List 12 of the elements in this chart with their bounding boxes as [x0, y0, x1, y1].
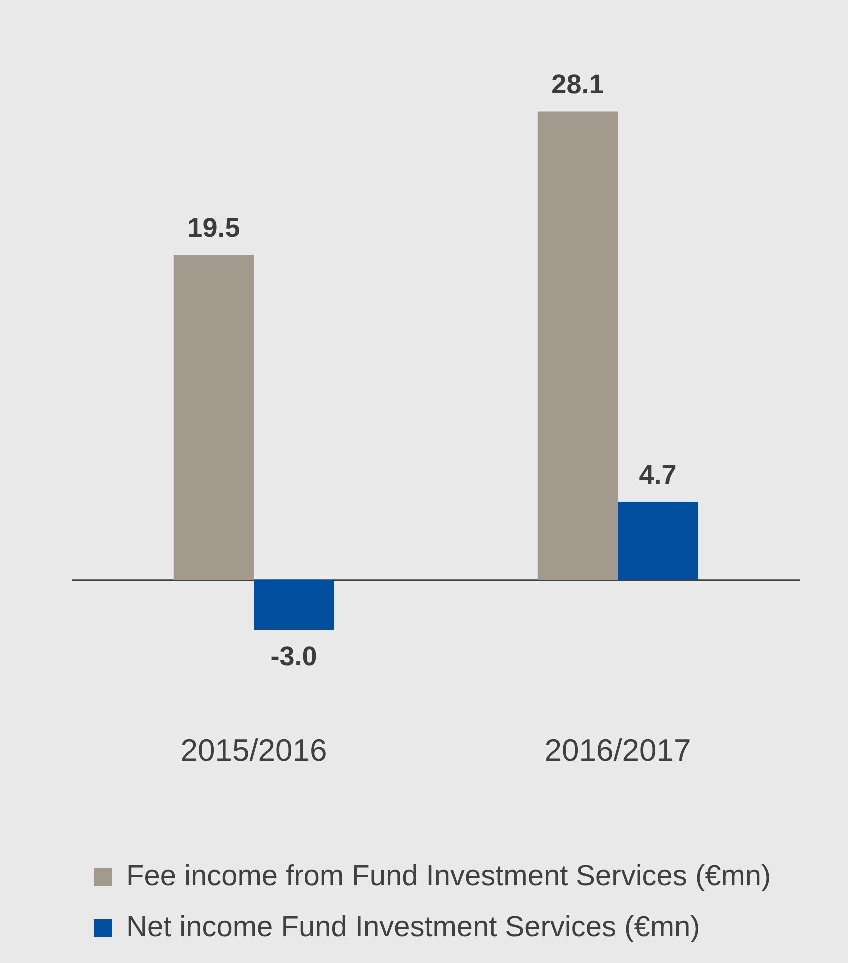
legend-label: Fee income from Fund Investment Services (€mn) [126, 860, 772, 892]
bar [538, 112, 618, 580]
x-tick-label: 2016/2017 [544, 732, 692, 768]
x-tick-label: 2015/2016 [180, 732, 328, 768]
data-label: 4.7 [639, 460, 677, 490]
legend-label: Net income Fund Investment Services (€mn) [126, 912, 700, 944]
data-label: -3.0 [270, 641, 318, 672]
bar [174, 255, 254, 580]
data-label: 19.5 [188, 213, 240, 244]
data-label: 28.1 [552, 70, 604, 100]
bar [618, 502, 698, 580]
bar [254, 580, 334, 630]
